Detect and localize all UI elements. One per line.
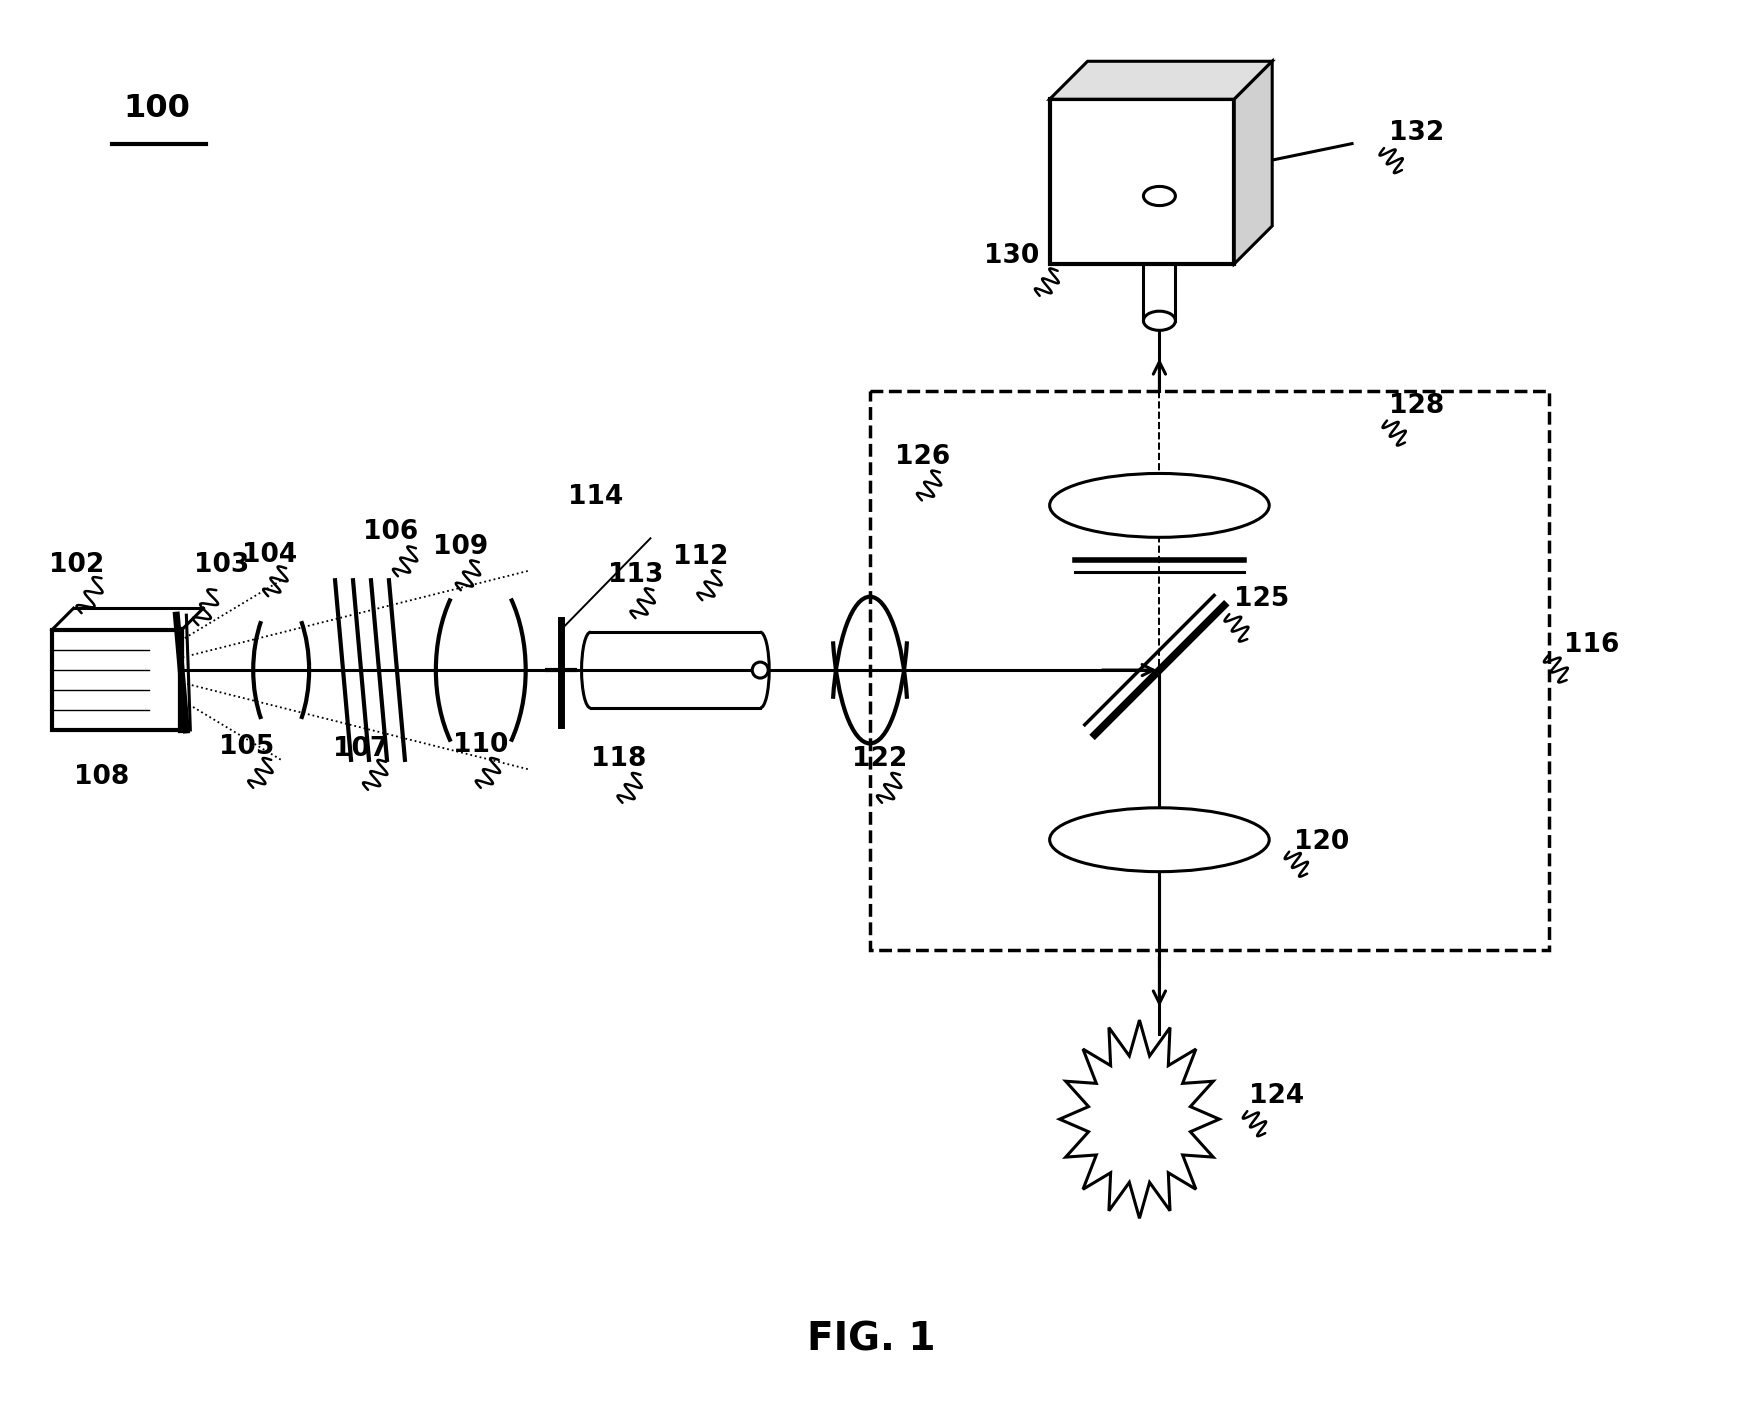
Text: 109: 109: [434, 535, 488, 560]
Text: 128: 128: [1388, 393, 1444, 418]
Text: 120: 120: [1294, 829, 1350, 854]
Text: 108: 108: [73, 763, 129, 790]
Polygon shape: [1050, 62, 1272, 100]
Text: 118: 118: [591, 746, 646, 772]
Text: 105: 105: [218, 734, 273, 760]
Text: 102: 102: [49, 553, 105, 578]
Ellipse shape: [1050, 473, 1270, 537]
Bar: [869, 390, 1549, 950]
Text: 114: 114: [568, 484, 624, 511]
Text: 130: 130: [984, 243, 1040, 269]
Text: 106: 106: [364, 519, 418, 546]
Ellipse shape: [1143, 311, 1176, 330]
Circle shape: [753, 662, 768, 678]
Text: FIG. 1: FIG. 1: [807, 1320, 935, 1358]
Text: 112: 112: [672, 544, 728, 570]
Text: 125: 125: [1235, 586, 1289, 612]
Text: 132: 132: [1388, 121, 1444, 146]
Text: 107: 107: [333, 737, 388, 762]
Bar: [1143, 196, 1176, 321]
Text: 113: 113: [608, 563, 664, 588]
Text: 110: 110: [453, 732, 509, 758]
Text: 100: 100: [124, 93, 190, 123]
Text: 104: 104: [242, 543, 296, 568]
Text: 116: 116: [1564, 633, 1618, 658]
Polygon shape: [1059, 1020, 1219, 1218]
Text: 122: 122: [852, 746, 908, 772]
Polygon shape: [1235, 62, 1272, 264]
Ellipse shape: [1143, 187, 1176, 206]
Bar: [1050, 100, 1235, 264]
Ellipse shape: [1050, 808, 1270, 871]
Text: 126: 126: [895, 445, 949, 470]
Bar: [52, 630, 181, 730]
Text: 124: 124: [1249, 1083, 1305, 1110]
Text: 103: 103: [193, 553, 249, 578]
